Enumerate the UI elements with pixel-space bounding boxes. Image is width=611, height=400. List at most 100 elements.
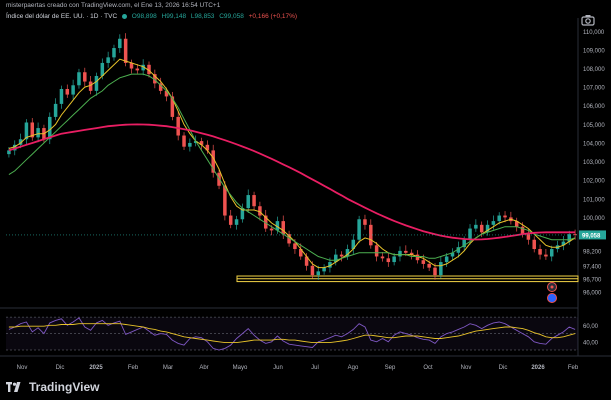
candle-body bbox=[88, 81, 93, 91]
rsi-panel bbox=[6, 316, 578, 351]
candle-body bbox=[561, 241, 566, 246]
rsi-line bbox=[8, 317, 576, 351]
candle-body bbox=[520, 226, 525, 235]
candle-body bbox=[386, 258, 391, 263]
price-axis: 110,000 109,000 108,000 107,000 106,000 105,0… bbox=[6, 30, 606, 346]
candle-body bbox=[339, 254, 344, 257]
candle-body bbox=[7, 150, 11, 155]
candle-body bbox=[263, 215, 268, 229]
candle-body bbox=[153, 74, 157, 84]
candle-body bbox=[334, 254, 338, 263]
candle-body bbox=[205, 144, 210, 151]
candle-body bbox=[398, 250, 402, 257]
price-tick-label: 100,000 bbox=[583, 216, 605, 222]
candle-body bbox=[287, 234, 291, 244]
ma-long-line bbox=[8, 123, 576, 241]
candle-body bbox=[427, 263, 431, 268]
candle-body bbox=[246, 195, 250, 209]
candle-body bbox=[357, 219, 361, 240]
candles bbox=[7, 33, 577, 280]
price-tick-label: 108,000 bbox=[583, 67, 605, 73]
price-tick-label: 97,400 bbox=[583, 264, 602, 270]
candle-body bbox=[503, 215, 507, 218]
candle-body bbox=[299, 249, 303, 257]
candle-body bbox=[538, 249, 542, 255]
price-tick-label: 96,700 bbox=[583, 277, 602, 283]
brand-name: TradingView bbox=[29, 380, 100, 394]
time-tick-label: Jun bbox=[273, 365, 283, 371]
price-tick-label: 110,000 bbox=[583, 30, 605, 36]
candle-body bbox=[573, 234, 577, 235]
candle-body bbox=[147, 64, 151, 75]
candle-body bbox=[228, 215, 233, 225]
candle-body bbox=[567, 234, 571, 242]
candle-body bbox=[316, 271, 321, 276]
candle-body bbox=[392, 256, 396, 263]
symbol-name[interactable]: Índice del dólar de EE. UU. · 1D · TVC bbox=[6, 13, 118, 20]
time-tick-label: Sep bbox=[385, 365, 396, 371]
camera-icon[interactable] bbox=[581, 14, 595, 26]
price-tick-label: 105,000 bbox=[583, 123, 605, 129]
candle-body bbox=[188, 142, 192, 147]
time-tick-label: Abr bbox=[199, 365, 208, 371]
price-tick-label: 106,000 bbox=[583, 104, 605, 110]
market-status-icon bbox=[121, 13, 127, 19]
candle-body bbox=[322, 267, 326, 272]
last-price-badge bbox=[579, 230, 606, 240]
candle-body bbox=[369, 224, 373, 246]
time-tick-label: Mar bbox=[163, 365, 173, 371]
price-tick-label: 109,000 bbox=[583, 48, 605, 54]
time-tick-label: Ago bbox=[348, 365, 359, 371]
candle-body bbox=[158, 83, 163, 91]
time-tick-label: Dic bbox=[56, 365, 65, 371]
change-value: +0,166 (+0,17%) bbox=[248, 13, 298, 20]
candle-body bbox=[106, 57, 110, 63]
time-tick-label: Nov bbox=[461, 365, 472, 371]
time-tick-label: 2025 bbox=[89, 365, 103, 371]
created-by-caption: misterpaertas creado con TradingView.com… bbox=[6, 2, 221, 9]
ohlc-legend: Índice del dólar de EE. UU. · 1D · TVC O… bbox=[6, 13, 300, 20]
candle-body bbox=[444, 256, 449, 263]
low-value: L98,853 bbox=[190, 13, 215, 20]
candle-body bbox=[269, 228, 274, 231]
candle-body bbox=[141, 64, 145, 71]
alert-marker-dot bbox=[550, 285, 554, 289]
candle-body bbox=[275, 221, 280, 231]
high-value: H99,148 bbox=[161, 13, 187, 20]
price-tick-label: 103,000 bbox=[583, 160, 605, 166]
time-tick-label: Oct bbox=[423, 365, 433, 371]
candle-body bbox=[491, 221, 496, 225]
ma-fast-line bbox=[8, 58, 576, 269]
candle-body bbox=[240, 208, 245, 220]
candle-body bbox=[281, 221, 285, 235]
rsi-tick-label: 40,00 bbox=[583, 340, 599, 346]
candle-body bbox=[526, 234, 531, 240]
candle-body bbox=[544, 254, 548, 257]
candle-body bbox=[328, 262, 332, 268]
candle-body bbox=[71, 85, 75, 95]
candle-body bbox=[48, 116, 52, 140]
price-tick-label: 101,000 bbox=[583, 197, 605, 203]
candle-body bbox=[135, 68, 140, 71]
markers bbox=[547, 282, 557, 303]
candle-body bbox=[83, 72, 87, 82]
price-tick-label: 96,000 bbox=[583, 290, 602, 296]
price-tick-label: 98,200 bbox=[583, 249, 602, 255]
brand[interactable]: TradingView bbox=[6, 380, 99, 394]
candle-body bbox=[345, 249, 350, 257]
candle-body bbox=[170, 96, 175, 117]
candle-body bbox=[293, 243, 297, 250]
candle-body bbox=[199, 141, 204, 145]
candle-body bbox=[176, 116, 180, 136]
candle-body bbox=[164, 90, 169, 97]
candle-body bbox=[304, 256, 309, 266]
rsi-ma-line bbox=[8, 323, 576, 344]
candle-body bbox=[53, 103, 58, 117]
price-tick-label: 107,000 bbox=[583, 86, 605, 92]
candle-body bbox=[351, 239, 356, 250]
time-tick-label: Jul bbox=[311, 365, 319, 371]
candle-body bbox=[182, 135, 186, 147]
candle-body bbox=[549, 249, 554, 257]
ma-mid-line bbox=[8, 73, 576, 261]
